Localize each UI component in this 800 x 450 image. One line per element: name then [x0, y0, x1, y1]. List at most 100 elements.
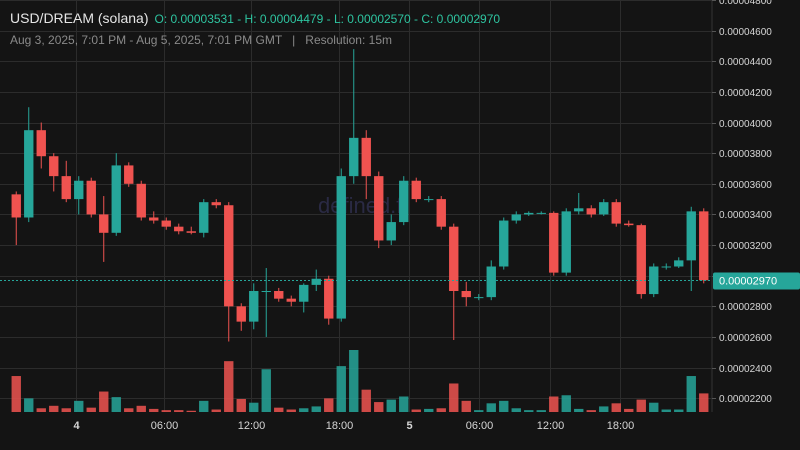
ohlc-readout: O: 0.00003531 - H: 0.00004479 - L: 0.000…: [154, 12, 501, 26]
y-tick-label: 0.00002800: [719, 302, 772, 313]
candle-body: [224, 205, 234, 307]
volume-bar: [686, 376, 696, 412]
volume-bar: [186, 410, 196, 412]
y-tick-label: 0.00003800: [719, 149, 772, 160]
candle-body: [674, 260, 684, 267]
volume-bar: [449, 383, 459, 412]
candle-body: [286, 298, 296, 302]
x-tick-label: 4: [73, 420, 80, 432]
y-axis: 0.00002200 0.00002400 0.00002600 0.00002800…: [712, 0, 772, 405]
candle-body: [561, 211, 571, 273]
volume-bar: [574, 408, 584, 412]
volume-bar: [661, 409, 671, 412]
candle-body: [361, 137, 371, 177]
x-tick-label: 12:00: [238, 420, 266, 432]
volume-bar: [174, 410, 184, 412]
date-range: Aug 3, 2025, 7:01 PM - Aug 5, 2025, 7:01…: [10, 33, 283, 47]
volume-bar: [236, 398, 246, 412]
volume-bar: [11, 376, 21, 412]
volume-bar: [699, 393, 709, 412]
x-axis: 4 06:00 12:00 18:00 5 06:00 12:00 18:00: [73, 420, 634, 432]
candle-body: [536, 212, 546, 214]
candle-body: [186, 231, 196, 233]
candle-body: [461, 291, 471, 298]
candle-body: [661, 266, 671, 268]
y-tick-label: 0.00003200: [719, 241, 772, 252]
candle-body: [549, 212, 559, 273]
volume-bar: [611, 403, 621, 412]
volume-bar: [336, 366, 346, 412]
candle-body: [311, 278, 321, 285]
x-tick-label: 06:00: [151, 420, 179, 432]
candle-body: [611, 202, 621, 224]
separator: |: [292, 33, 296, 47]
volume-bar: [399, 396, 409, 412]
candle-body: [399, 180, 409, 223]
candle-body: [499, 220, 509, 267]
volume-bar: [599, 406, 609, 412]
candle-body: [524, 212, 534, 215]
volume-bar: [99, 391, 109, 412]
volume-bar: [361, 389, 371, 412]
candle-body: [261, 291, 271, 293]
volume-bar: [299, 408, 309, 412]
volume-bar: [74, 400, 84, 412]
y-tick-label: 0.00004400: [719, 57, 772, 68]
volume-bar: [561, 395, 571, 412]
volume-bar: [649, 402, 659, 412]
x-tick-label: 06:00: [466, 420, 494, 432]
candle-body: [199, 202, 209, 233]
candle-body: [274, 291, 284, 299]
volume-bar: [436, 408, 446, 412]
chart-header: USD/DREAM (solana) O: 0.00003531 - H: 0.0…: [10, 10, 500, 26]
watermark: defined.fi: [318, 193, 407, 218]
y-tick-label: 0.00004200: [719, 88, 772, 99]
volume-bar: [199, 400, 209, 412]
resolution-label: Resolution: 15m: [305, 33, 392, 47]
candle-body: [424, 199, 434, 201]
last-price-tag: [713, 272, 800, 290]
x-tick-label: 18:00: [607, 420, 635, 432]
candle-body: [161, 220, 171, 227]
candle-body: [11, 194, 21, 218]
y-tick-label: 0.00002400: [719, 364, 772, 375]
candle-body: [249, 291, 259, 322]
volume-bar: [324, 398, 334, 412]
volume-bar: [674, 409, 684, 412]
volume-bar: [474, 410, 484, 412]
candle-body: [624, 223, 634, 226]
volume-bar: [386, 399, 396, 412]
candle-body: [686, 211, 696, 261]
candle-body: [386, 222, 396, 241]
x-tick-label: 5: [406, 420, 412, 432]
candle-body: [149, 217, 159, 221]
volume-bar: [486, 403, 496, 412]
volume-bar: [211, 409, 221, 412]
volume-bar: [224, 361, 234, 412]
volume-bar: [161, 410, 171, 412]
volume-bar: [636, 399, 646, 412]
volume-bar: [261, 369, 271, 412]
volume-bar: [111, 397, 121, 412]
candle-body: [324, 278, 334, 319]
candle-body: [236, 306, 246, 322]
volume-bar: [586, 410, 596, 412]
volume-bar: [524, 410, 534, 412]
candle-body: [374, 176, 384, 241]
candle-body: [636, 225, 646, 295]
y-tick-label: 0.00004000: [719, 119, 772, 130]
x-tick-label: 18:00: [326, 420, 354, 432]
candle-body: [349, 137, 359, 177]
volume-bar: [136, 405, 146, 412]
candle-body: [411, 180, 421, 200]
volume-bar: [549, 396, 559, 412]
volume-bar: [86, 407, 96, 412]
candle-body: [24, 130, 34, 218]
candle-body: [486, 266, 496, 298]
candle-body: [211, 202, 221, 206]
chart-subheader: Aug 3, 2025, 7:01 PM - Aug 5, 2025, 7:01…: [10, 33, 392, 47]
candle-body: [74, 180, 84, 200]
volume-bar: [61, 408, 71, 412]
volume-bar: [461, 400, 471, 412]
